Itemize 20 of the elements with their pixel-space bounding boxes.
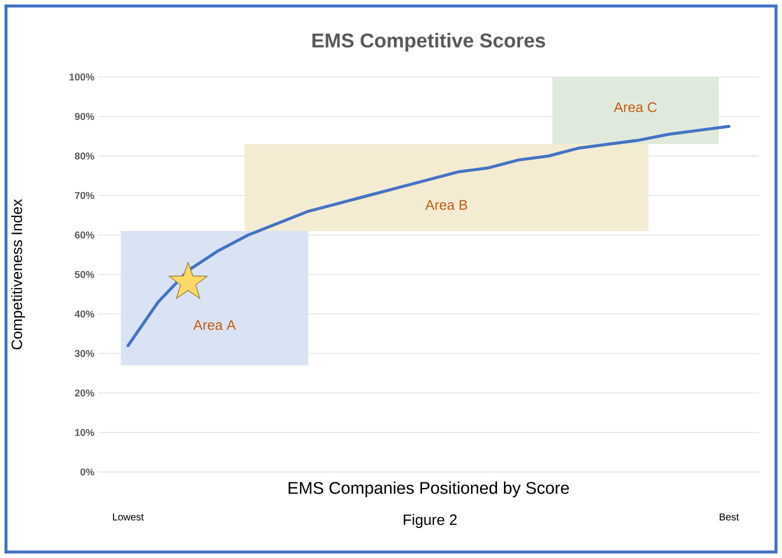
y-tick-label: 30% bbox=[74, 350, 94, 358]
x-tick-label: Best bbox=[720, 514, 739, 520]
y-axis-title: Competitiveness Index bbox=[11, 199, 26, 350]
chart-title: EMS Competitive Scores bbox=[312, 32, 546, 52]
y-tick-label: 70% bbox=[74, 192, 94, 200]
y-tick-label: 40% bbox=[74, 310, 94, 318]
y-tick-label: 20% bbox=[74, 389, 94, 397]
y-tick-label: 0% bbox=[80, 468, 94, 476]
y-tick-label: 60% bbox=[74, 231, 94, 239]
y-tick-label: 100% bbox=[70, 73, 94, 81]
caption: Figure 2 bbox=[404, 514, 457, 528]
y-tick-label: 10% bbox=[75, 428, 94, 436]
x-tick-label: Lowest bbox=[113, 514, 144, 520]
y-tick-label: 50% bbox=[74, 270, 94, 278]
band-label: Area C bbox=[614, 102, 657, 112]
x-axis-title: EMS Companies Positioned by Score bbox=[288, 482, 569, 498]
y-tick-label: 90% bbox=[74, 112, 94, 120]
y-tick-label: 80% bbox=[74, 152, 94, 160]
band-label: Area A bbox=[193, 320, 236, 330]
band-label: Area B bbox=[425, 200, 468, 210]
